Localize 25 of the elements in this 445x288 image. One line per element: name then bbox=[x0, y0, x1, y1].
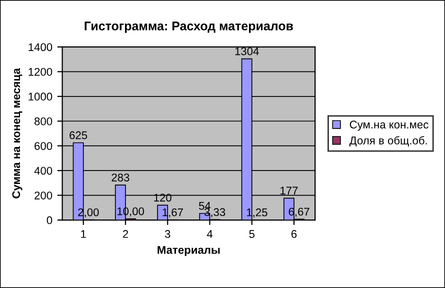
x-tick-label: 6 bbox=[291, 230, 297, 238]
x-tick-label: 2 bbox=[122, 230, 128, 238]
data-label: 1304 bbox=[235, 47, 259, 56]
data-label: 283 bbox=[112, 174, 130, 182]
x-tick-label: 1 bbox=[81, 230, 86, 238]
x-tick-label: 5 bbox=[249, 230, 254, 238]
chart-title: Гистограмма: Расход материалов bbox=[84, 22, 293, 33]
data-label: 3,33 bbox=[204, 208, 226, 218]
y-tick-label: 600 bbox=[34, 142, 52, 150]
y-tick-label: 800 bbox=[34, 117, 52, 126]
y-tick-label: 0 bbox=[46, 216, 52, 224]
y-tick-label: 400 bbox=[34, 166, 52, 175]
y-tick-label: 1200 bbox=[28, 68, 52, 76]
x-tick-label: 3 bbox=[164, 230, 170, 238]
y-axis-title: Сумма на конец месяца bbox=[12, 68, 22, 198]
y-tick-label: 1000 bbox=[28, 92, 52, 101]
legend-label: Сум.на кон.мес bbox=[350, 120, 428, 131]
y-tick-label: 200 bbox=[34, 192, 52, 200]
data-label: 54 bbox=[198, 202, 211, 210]
data-label: 177 bbox=[280, 186, 298, 194]
data-label: 625 bbox=[70, 131, 88, 140]
x-axis-title: Материалы bbox=[158, 246, 220, 256]
legend-label: Доля в общ.об. bbox=[349, 136, 427, 147]
x-tick-label: 4 bbox=[206, 230, 213, 238]
y-tick-label: 1400 bbox=[28, 43, 52, 52]
